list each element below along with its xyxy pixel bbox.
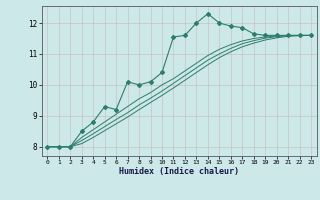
X-axis label: Humidex (Indice chaleur): Humidex (Indice chaleur) [119,167,239,176]
